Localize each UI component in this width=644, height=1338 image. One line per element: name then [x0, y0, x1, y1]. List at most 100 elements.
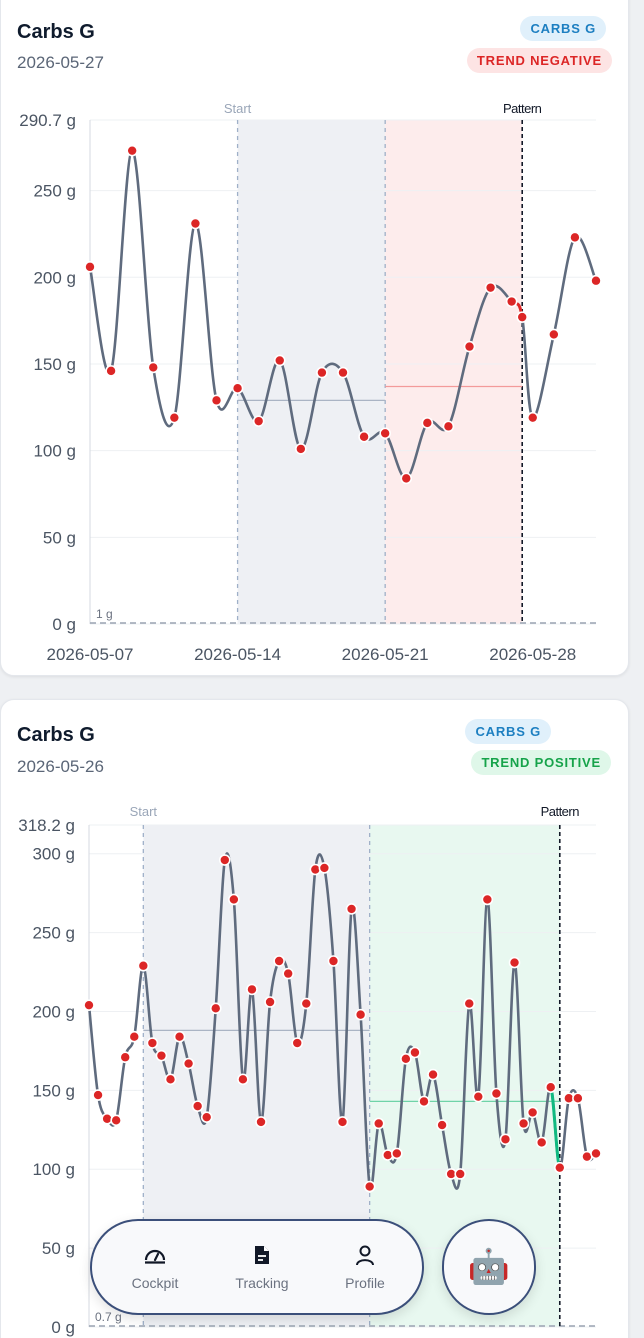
nav-item-profile[interactable]: Profile — [320, 1221, 410, 1313]
data-point — [379, 427, 391, 440]
data-point — [173, 1030, 186, 1043]
y-tick-label: 250 g — [32, 924, 75, 943]
start-label: Start — [130, 804, 158, 819]
data-point — [273, 354, 286, 367]
y-tick-label: 100 g — [32, 1160, 75, 1179]
data-point — [295, 443, 307, 455]
data-point — [126, 144, 138, 157]
data-point — [164, 1073, 177, 1086]
y-tick-label: 290.7 g — [19, 111, 76, 130]
data-point — [336, 1116, 349, 1128]
data-point — [526, 411, 539, 424]
data-point — [191, 1100, 204, 1112]
gauge-icon — [144, 1249, 166, 1264]
data-point — [463, 997, 476, 1010]
y-tick-label: 0 g — [52, 615, 76, 634]
data-point — [569, 231, 581, 244]
user-icon — [356, 1245, 374, 1266]
y-tick-label: 250 g — [33, 182, 76, 201]
data-point — [110, 1114, 122, 1127]
data-point — [400, 1053, 412, 1065]
data-point — [219, 854, 231, 866]
data-point — [92, 1089, 104, 1101]
data-point — [345, 903, 358, 915]
robot-icon: 🤖 — [467, 1248, 511, 1286]
data-point — [318, 862, 331, 874]
data-point — [526, 1106, 539, 1119]
data-point — [252, 415, 265, 427]
data-point — [391, 1147, 403, 1160]
card-date: 2026-05-27 — [17, 53, 104, 72]
pattern-label: Pattern — [503, 101, 542, 116]
data-point — [472, 1090, 485, 1103]
data-point — [590, 274, 602, 287]
data-point — [400, 472, 413, 485]
y-tick-label: 100 g — [33, 442, 76, 461]
data-point — [137, 959, 150, 972]
data-point — [418, 1095, 430, 1108]
data-point — [300, 997, 313, 1010]
nav-label: Profile — [345, 1275, 385, 1291]
x-tick-label: 2026-05-21 — [342, 645, 429, 664]
nav-item-tracking[interactable]: Tracking — [217, 1221, 307, 1313]
card-title: Carbs G — [17, 724, 95, 746]
data-point — [372, 1117, 385, 1130]
data-point — [147, 361, 160, 374]
data-point — [119, 1051, 132, 1064]
y-tick-label: 50 g — [42, 1239, 75, 1258]
x-tick-label: 2026-05-07 — [47, 645, 134, 664]
data-point — [454, 1168, 466, 1180]
data-point — [128, 1030, 141, 1043]
data-point — [237, 1073, 249, 1086]
pattern-label: Pattern — [541, 804, 580, 819]
y-tick-label: 150 g — [32, 1081, 75, 1100]
data-point — [200, 1111, 213, 1123]
data-point — [508, 956, 521, 969]
data-point — [189, 217, 202, 230]
data-point — [264, 996, 276, 1008]
data-point — [363, 1180, 376, 1193]
y-tick-label: 200 g — [32, 1002, 75, 1021]
data-point — [155, 1049, 168, 1062]
data-point — [231, 382, 244, 395]
min-value-label: 0.7 g — [95, 1310, 122, 1324]
data-point — [273, 955, 285, 967]
metric-badge: CARBS G — [520, 16, 606, 41]
data-point — [182, 1057, 195, 1070]
data-point — [436, 1119, 448, 1131]
data-point — [544, 1081, 557, 1094]
data-point — [572, 1092, 584, 1105]
x-tick-label: 2026-05-28 — [489, 645, 576, 664]
assistant-robot-button[interactable]: 🤖 — [442, 1219, 536, 1315]
x-tick-label: 2026-05-14 — [194, 645, 281, 664]
data-point — [246, 983, 258, 996]
y-tick-label: 300 g — [32, 845, 75, 864]
bottom-navigation: Cockpit Tracking Profile — [90, 1219, 424, 1315]
trend-region — [385, 120, 523, 624]
data-point — [105, 365, 117, 377]
data-point — [517, 1117, 530, 1130]
y-tick-label: 200 g — [33, 268, 76, 287]
data-point — [83, 999, 95, 1011]
data-point — [490, 1087, 503, 1100]
data-point — [255, 1116, 267, 1128]
series-line — [87, 852, 597, 1191]
y-tick-label: 150 g — [33, 355, 76, 374]
nav-label: Tracking — [235, 1275, 289, 1291]
data-point — [516, 311, 529, 323]
data-point — [427, 1068, 439, 1081]
card-date: 2026-05-26 — [17, 757, 104, 776]
nav-item-cockpit[interactable]: Cockpit — [110, 1221, 200, 1313]
min-value-label: 1 g — [96, 607, 113, 621]
data-point — [442, 420, 455, 433]
baseline-region — [237, 120, 386, 624]
nav-label: Cockpit — [131, 1275, 179, 1291]
data-point — [548, 328, 560, 341]
data-point — [228, 893, 240, 906]
data-point — [168, 411, 181, 424]
data-point — [84, 261, 96, 273]
data-point — [484, 281, 497, 294]
data-point — [282, 967, 294, 980]
